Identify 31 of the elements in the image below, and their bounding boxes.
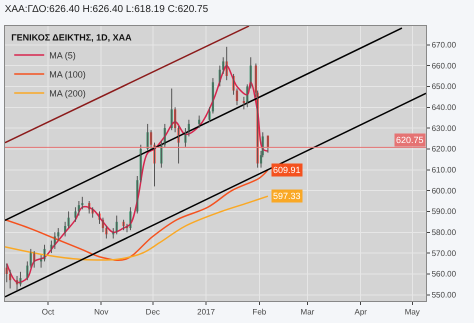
y-tick-label: 600.00: [432, 186, 457, 196]
y-tick-label: 650.00: [432, 82, 457, 92]
y-tick-label: 590.00: [432, 207, 457, 216]
y-tick-label: 580.00: [432, 228, 457, 238]
y-tick-label: 610.00: [432, 166, 457, 175]
x-tick-label: Apr: [354, 308, 368, 317]
y-tick-label: 620.00: [432, 144, 457, 154]
chart-title: ΧΑΑ:ΓΔΟ:626.40 H:626.40 L:618.19 C:620.75: [4, 4, 209, 15]
legend-label: MA (200): [49, 88, 86, 98]
line-series: [5, 195, 269, 261]
y-tick-label: 560.00: [432, 270, 457, 279]
line-series: [5, 169, 269, 262]
legend-label: MA (5): [49, 50, 76, 60]
y-tick-label: 660.00: [432, 61, 457, 70]
legend-title: ΓΕΝΙΚΟΣ ΔΕΙΚΤΗΣ, 1D, ΧΑΑ: [11, 32, 132, 42]
x-tick-label: Dec: [146, 308, 160, 317]
x-tick-label: 2017: [197, 308, 216, 317]
y-tick-label: 670.00: [432, 40, 457, 50]
x-tick-label: Oct: [42, 308, 55, 317]
y-tick-label: 570.00: [432, 248, 457, 258]
y-tick-label: 550.00: [432, 290, 457, 300]
x-tick-label: Feb: [252, 308, 267, 317]
data-label: 609.91: [273, 165, 301, 175]
legend-label: MA (100): [49, 69, 86, 80]
x-tick-label: Mar: [300, 308, 315, 317]
x-tick-label: Nov: [94, 308, 108, 317]
ref-line-label: 620.75: [396, 135, 424, 145]
y-tick-label: 630.00: [432, 124, 457, 133]
x-tick-label: May: [404, 308, 420, 317]
y-tick-label: 640.00: [432, 103, 457, 112]
data-label: 597.33: [273, 191, 301, 201]
